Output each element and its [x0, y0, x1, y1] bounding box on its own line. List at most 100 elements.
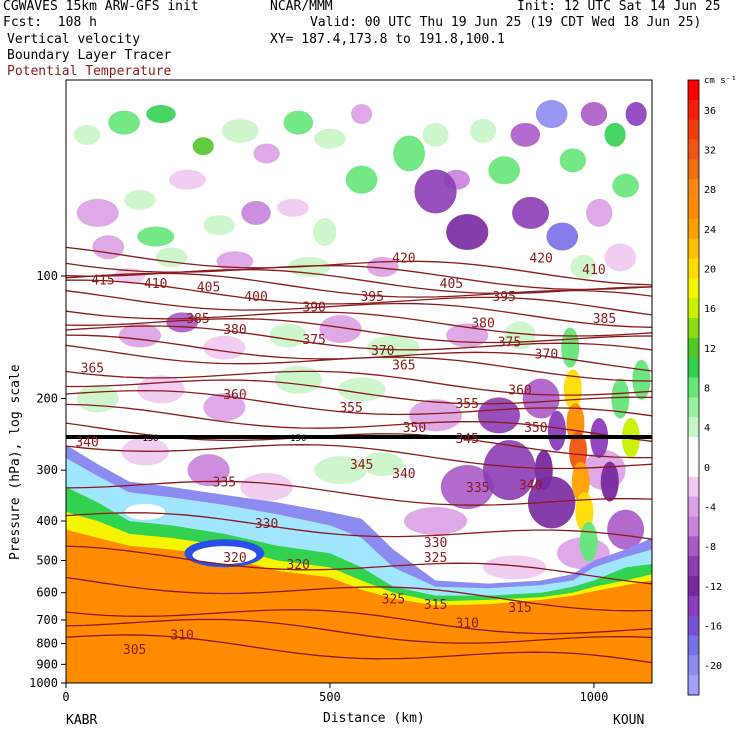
velocity-cell: [534, 450, 553, 491]
potential-temperature-contours: [66, 246, 652, 664]
velocity-cell: [187, 454, 230, 487]
velocity-cell: [446, 214, 489, 251]
velocity-cell: [203, 215, 235, 236]
colorbar-swatch: [688, 417, 699, 438]
y-axis-title: Pressure (hPa), log scale: [8, 364, 23, 560]
field-label-vv: Vertical velocity: [7, 32, 141, 47]
velocity-cell: [203, 335, 246, 360]
y-tick-label: 200: [36, 392, 58, 406]
theta-label: 380: [223, 323, 246, 338]
velocity-cell: [440, 465, 494, 510]
theta-contour: [66, 370, 652, 396]
colorbar-label: 36: [704, 106, 716, 117]
model-title: CGWAVES 15km ARW-GFS init: [3, 0, 199, 14]
theta-label: 370: [535, 347, 558, 362]
theta-label: 340: [519, 478, 542, 493]
colorbar-swatch: [688, 655, 699, 676]
theta-label: 360: [223, 388, 246, 403]
valid-time: Valid: 00 UTC Thu 19 Jun 25 (19 CDT Wed …: [310, 15, 702, 30]
colorbar-swatch: [688, 357, 699, 379]
y-tick-label: 500: [36, 553, 58, 567]
colorbar-label: -16: [704, 622, 722, 633]
velocity-cell: [314, 128, 346, 149]
theta-label: 375: [302, 333, 325, 348]
colorbar-label: 32: [704, 145, 716, 156]
theta-label: 370: [371, 344, 394, 359]
theta-label: 365: [81, 362, 104, 377]
velocity-cell: [108, 110, 140, 135]
forecast-hour: Fcst: 108 h: [3, 15, 97, 30]
theta-contour: [66, 444, 652, 470]
theta-label: 395: [360, 290, 383, 305]
colorbar-swatch: [688, 119, 699, 141]
velocity-cell: [625, 102, 647, 127]
theta-contour: [66, 268, 652, 295]
velocity-cell: [76, 198, 119, 227]
velocity-cell: [137, 226, 175, 247]
velocity-cell: [393, 135, 425, 172]
y-tick-label: 700: [36, 613, 58, 627]
theta-label: 400: [244, 290, 267, 305]
theta-label: 340: [75, 435, 98, 450]
colorbar-swatch: [688, 377, 699, 398]
field-label-theta: Potential Temperature: [7, 64, 172, 79]
field-label-bl: Boundary Layer Tracer: [7, 48, 172, 63]
x-tick-label: 0: [62, 690, 69, 704]
theta-label: 345: [455, 432, 478, 447]
tropopause-label: 150: [290, 434, 306, 444]
theta-contour: [66, 512, 652, 540]
colorbar-swatch: [688, 99, 699, 121]
theta-label: 330: [255, 517, 278, 532]
colorbar-swatch: [688, 635, 699, 656]
colorbar-swatch: [688, 238, 699, 260]
velocity-cell: [612, 173, 639, 198]
colorbar-label: -4: [704, 503, 716, 514]
theta-contour: [66, 279, 652, 316]
theta-contour: [66, 403, 652, 442]
velocity-cell: [283, 110, 314, 135]
tracer-pocket: [125, 503, 166, 520]
theta-label: 405: [197, 280, 220, 295]
velocity-cell: [73, 124, 101, 145]
theta-contour: [66, 618, 652, 644]
theta-contour: [66, 290, 652, 328]
velocity-cell: [192, 137, 214, 156]
velocity-cell: [146, 105, 176, 124]
velocity-cell: [600, 461, 619, 502]
velocity-cell: [124, 189, 156, 210]
velocity-cell: [604, 243, 637, 272]
velocity-cell: [76, 384, 119, 413]
velocity-cell: [319, 315, 362, 344]
velocity-cell: [269, 323, 307, 348]
colorbar-swatch: [688, 298, 699, 319]
x-tick-label: 1000: [579, 690, 608, 704]
theta-label: 320: [223, 551, 246, 566]
theta-label: 355: [339, 401, 362, 416]
theta-label: 320: [287, 558, 310, 573]
velocity-cell: [579, 521, 598, 562]
theta-label: 365: [392, 358, 415, 373]
colorbar-label: 12: [704, 344, 716, 355]
theta-label: 330: [424, 536, 447, 551]
colorbar-swatch: [688, 278, 699, 299]
colorbar-swatch: [688, 556, 699, 577]
y-tick-label: 600: [36, 586, 58, 600]
org-label: NCAR/MMM: [270, 0, 333, 14]
theta-label: 390: [302, 301, 325, 316]
colorbar-swatch: [688, 595, 699, 617]
theta-contour: [66, 576, 652, 612]
colorbar-label: 20: [704, 264, 716, 275]
velocity-cell: [569, 431, 588, 472]
theta-label: 305: [123, 643, 146, 658]
theta-contour: [66, 379, 652, 405]
velocity-cell: [92, 235, 125, 260]
velocity-cell: [422, 122, 449, 147]
theta-contour: [66, 634, 652, 664]
theta-contour: [66, 480, 652, 506]
colorbar-units: cm s⁻¹: [704, 76, 737, 86]
theta-contour: [66, 609, 652, 635]
velocity-cell: [535, 100, 568, 129]
colorbar-swatch: [688, 476, 699, 498]
velocity-cell: [168, 169, 206, 190]
colorbar-label: 28: [704, 185, 716, 196]
